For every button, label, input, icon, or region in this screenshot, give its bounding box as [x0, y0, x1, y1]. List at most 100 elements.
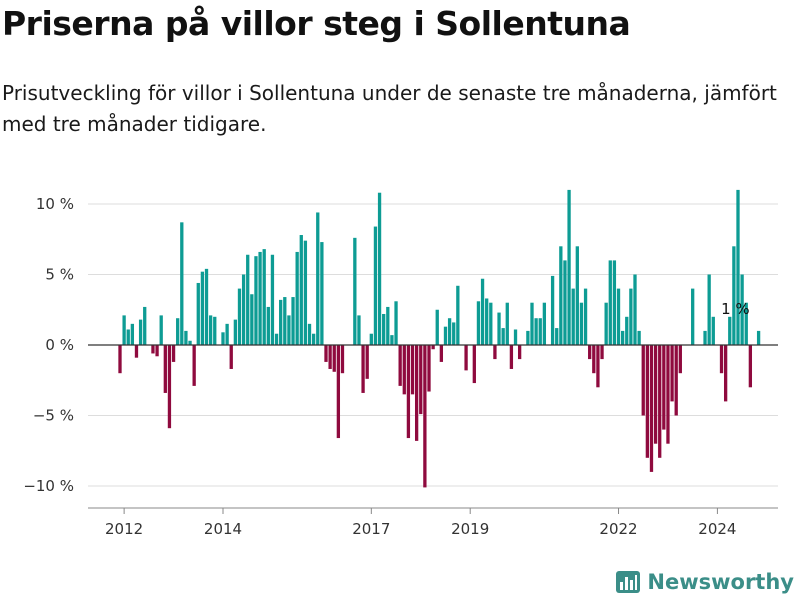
bar: [241, 274, 246, 345]
y-tick-label: 10 %: [36, 195, 74, 213]
bar: [592, 345, 596, 374]
bars: [118, 189, 761, 488]
bar: [538, 318, 542, 345]
newsworthy-logo-icon: [616, 571, 641, 593]
bar: [419, 345, 423, 415]
bar: [159, 315, 163, 345]
bar: [122, 315, 126, 345]
y-tick-label: 0 %: [45, 336, 74, 354]
bar: [237, 288, 242, 345]
bar: [567, 189, 571, 345]
bar: [270, 254, 275, 345]
bar: [629, 288, 633, 345]
bar: [229, 345, 233, 369]
bar: [365, 345, 369, 379]
bar: [649, 345, 654, 472]
bar: [180, 222, 184, 345]
bar: [340, 345, 345, 374]
bar: [221, 332, 225, 345]
newsworthy-logo: Newsworthy: [615, 570, 794, 594]
bar: [550, 275, 555, 345]
bar: [583, 288, 588, 345]
bar: [633, 274, 637, 345]
bar: [138, 319, 143, 345]
bar: [707, 274, 711, 345]
bar: [658, 345, 662, 458]
annotation-pointer: [715, 303, 721, 315]
bar: [756, 330, 761, 345]
bar: [513, 329, 518, 345]
chart-title: Priserna på villor steg i Sollentuna: [2, 4, 631, 43]
bar: [427, 345, 431, 392]
bar: [555, 328, 559, 345]
bar: [497, 312, 501, 345]
bar: [637, 330, 641, 345]
annotation-label: 1 %: [721, 300, 750, 318]
bar: [719, 345, 724, 374]
bar: [283, 297, 287, 345]
bar: [509, 345, 514, 369]
bar: [266, 306, 270, 345]
bar: [443, 326, 448, 345]
bar: [604, 302, 608, 345]
y-tick-label: −5 %: [33, 407, 74, 425]
bar: [608, 260, 612, 345]
bar: [246, 254, 250, 345]
bar: [493, 345, 497, 360]
x-tick-label: 2019: [451, 520, 489, 538]
chart-subtitle: Prisutveckling för villor i Sollentuna u…: [2, 81, 777, 136]
bar: [316, 212, 320, 345]
bar: [188, 340, 192, 345]
bar: [377, 192, 382, 345]
bar: [279, 299, 283, 345]
bar: [324, 345, 328, 362]
bar: [472, 345, 476, 384]
bar: [678, 345, 682, 374]
bar: [386, 306, 390, 345]
bar: [254, 256, 258, 345]
y-tick-label: 5 %: [45, 266, 74, 284]
bar: [588, 345, 592, 360]
bar: [151, 345, 155, 354]
bar: [744, 302, 748, 345]
bar: [250, 294, 254, 345]
bar: [703, 330, 707, 345]
bar: [394, 301, 398, 345]
bar: [295, 251, 299, 345]
bar: [406, 345, 411, 439]
x-tick-label: 2014: [204, 520, 242, 538]
bar: [204, 268, 209, 345]
bar: [192, 345, 196, 386]
bar: [126, 329, 130, 345]
x-tick-label: 2022: [599, 520, 637, 538]
newsworthy-logo-text: Newsworthy: [647, 570, 794, 594]
bar: [307, 323, 312, 345]
y-axis-ticks: 10 % 5 % 0 % −5 % −10 %: [23, 195, 74, 495]
axes: [88, 344, 778, 509]
bar: [196, 282, 200, 345]
bar: [176, 318, 180, 345]
bar: [332, 345, 336, 372]
bar: [641, 345, 645, 416]
bar: [382, 313, 386, 345]
bar: [423, 345, 427, 488]
bar: [431, 345, 435, 350]
bar: [208, 315, 213, 345]
bar: [670, 345, 674, 402]
bar: [311, 333, 316, 345]
bar: [398, 345, 402, 386]
bar: [464, 345, 468, 371]
bar: [612, 260, 617, 345]
bar: [596, 345, 600, 388]
bar: [155, 345, 159, 357]
x-tick-label: 2017: [352, 520, 390, 538]
bar: [748, 345, 753, 388]
bar: [287, 315, 291, 345]
bar: [167, 345, 172, 429]
bar: [456, 285, 460, 345]
bar: [390, 335, 394, 345]
bar: [691, 288, 695, 345]
bar: [740, 274, 744, 345]
bar: [163, 345, 167, 393]
bar: [447, 318, 452, 345]
